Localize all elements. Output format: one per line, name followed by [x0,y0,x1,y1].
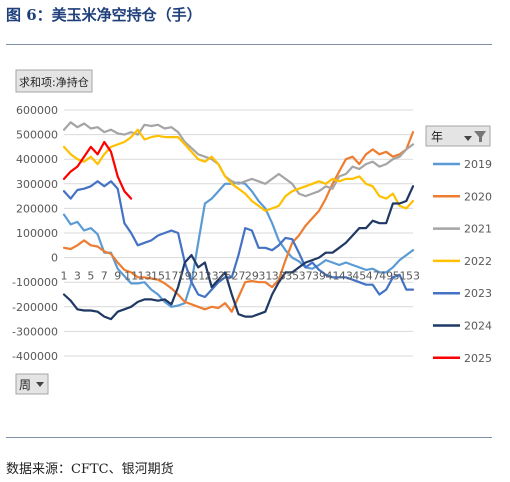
axis-field-label: 周 [19,378,31,392]
dropdown-arrow-icon [36,382,44,387]
x-tick-label: 35 [285,270,299,283]
legend-label-2020: 2020 [464,190,492,203]
x-tick-label: 21 [191,270,205,283]
x-tick-label: 25 [218,270,232,283]
x-tick-label: 13 [138,270,152,283]
x-tick-label: 31 [258,270,272,283]
legend-field-button[interactable]: 年 [425,125,491,147]
y-tick-label: -200000 [12,301,58,314]
legend-label-2022: 2022 [464,255,492,268]
y-tick-label: 100000 [16,227,58,240]
y-tick-label: 300000 [16,178,58,191]
series-line-2025 [62,140,133,200]
x-tick-label: 41 [325,270,339,283]
y-tick-label: -100000 [12,276,58,289]
y-tick-label: -300000 [12,325,58,338]
x-tick-label: 33 [272,270,286,283]
x-tick-label: 15 [151,270,165,283]
legend-label-2023: 2023 [464,287,492,300]
value-field-button[interactable]: 求和项:净持仓 [15,69,93,93]
figure-title: 图 6：美玉米净空持仓（手） [6,6,202,24]
x-tick-label: 45 [352,270,366,283]
dropdown-arrow-icon [464,136,472,141]
series-line-2023 [62,180,415,299]
x-tick-label: 9 [114,270,121,283]
series-line-2020 [62,130,415,313]
value-field-label: 求和项:净持仓 [19,75,89,89]
y-tick-label: 0 [51,252,58,265]
y-tick-label: 600000 [16,104,58,117]
x-tick-label: 49 [379,270,393,283]
top-divider [6,44,492,45]
x-tick-label: 1 [61,270,68,283]
bottom-divider [6,437,492,438]
legend-field-label: 年 [431,130,443,144]
x-tick-label: 43 [339,270,353,283]
legend: 2019 2020 2021 2022 2023 2024 2025 [433,158,492,365]
y-axis-ticks: 600000 500000 400000 300000 200000 100000 0 -10… [12,104,58,363]
y-tick-label: -400000 [12,350,58,363]
y-tick-label: 500000 [16,129,58,142]
source-note: 数据来源：CFTC、银河期货 [6,462,174,477]
legend-label-2024: 2024 [464,320,492,333]
series-line-2022 [62,128,415,212]
y-tick-label: 200000 [16,202,58,215]
series-line-2021 [62,121,415,198]
x-tick-label: 51 [393,270,407,283]
legend-label-2021: 2021 [464,223,492,236]
x-tick-label: 23 [205,270,219,283]
x-tick-label: 29 [245,270,259,283]
x-tick-label: 7 [101,270,108,283]
x-tick-label: 17 [164,270,178,283]
x-tick-label: 53 [406,270,420,283]
x-tick-label: 37 [299,270,313,283]
x-tick-label: 5 [87,270,94,283]
series-lines [62,121,415,321]
gridlines [64,109,413,357]
legend-label-2019: 2019 [464,158,492,171]
filter-icon [474,131,486,142]
x-tick-label: 11 [124,270,138,283]
pivot-chart: 求和项:净持仓 年 周 600000 500000 400000 300000 2000… [8,62,492,406]
x-tick-label: 39 [312,270,326,283]
x-tick-label: 47 [366,270,380,283]
series-line-2019 [62,181,415,308]
axis-field-button[interactable]: 周 [15,373,49,395]
legend-label-2025: 2025 [464,352,492,365]
x-tick-label: 27 [232,270,246,283]
x-tick-label: 3 [74,270,81,283]
series-line-2024 [62,185,415,321]
y-tick-label: 400000 [16,153,58,166]
x-axis-ticks: 1 3 5 7 9 11 13 15 17 19 21 23 25 27 29 31 33 35 37 39 41 43 4… [61,270,421,283]
x-tick-label: 19 [178,270,192,283]
